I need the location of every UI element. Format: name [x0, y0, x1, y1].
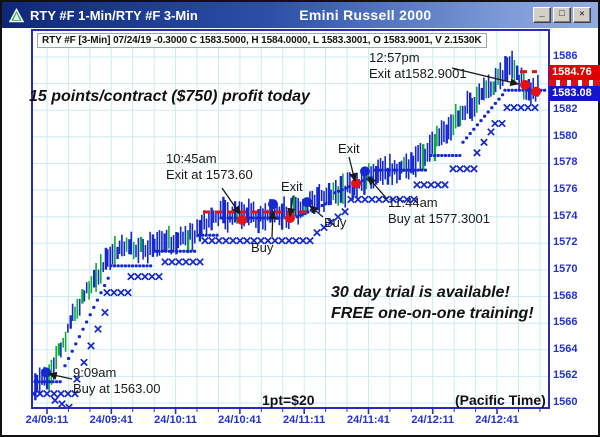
y-axis-label: 1576 — [553, 183, 578, 196]
title-bar[interactable]: RTY #F 1-Min/RTY #F 3-Min Emini Russell … — [2, 2, 598, 28]
sell-signal-dot — [351, 178, 361, 189]
annotation-time-0909: 9:09am Buy at 1563.00 — [73, 365, 161, 396]
y-axis-label: 1580 — [553, 129, 578, 142]
y-axis-label: 1568 — [553, 289, 578, 302]
app-logo-icon — [9, 7, 24, 22]
annotation-timezone: (Pacific Time) — [455, 392, 546, 408]
y-axis-label: 1560 — [553, 396, 578, 408]
x-axis-label: 24/09:11 — [25, 414, 69, 426]
quote-info-line: RTY #F [3-Min] 07/24/19 -0.3000 C 1583.5… — [37, 33, 487, 48]
buy-signal-dot — [268, 199, 278, 210]
annotation-trial-note: 30 day trial is available! FREE one-on-on… — [331, 284, 534, 322]
x-axis-label: 24/12:11 — [411, 414, 455, 426]
buy-signal-dot — [360, 166, 370, 177]
minimize-button[interactable]: _ — [533, 7, 551, 23]
window-subtitle: Emini Russell 2000 — [299, 7, 432, 23]
y-axis-label: 1566 — [553, 316, 578, 329]
annotation-point-value: 1pt=$20 — [262, 392, 315, 408]
last-price-badge: 1583.08 — [549, 86, 600, 101]
plot-frame — [31, 29, 550, 409]
annotation-exit-label-mid: Exit — [281, 179, 303, 194]
x-axis-label: 24/10:41 — [218, 414, 262, 426]
annotation-profit-note: 15 points/contract ($750) profit today — [29, 88, 310, 105]
annotation-time-1045: 10:45am Exit at 1573.60 — [166, 151, 253, 182]
y-axis-label: 1570 — [553, 262, 578, 275]
x-axis-label: 24/11:11 — [283, 414, 326, 426]
y-axis-label: 1578 — [553, 156, 578, 169]
x-axis-label: 24/12:41 — [475, 414, 519, 426]
x-axis-ticks — [46, 409, 541, 414]
annotation-time-1144: 11:44am Buy at 1577.3001 — [388, 195, 490, 226]
x-axis-label: 24/09:41 — [89, 414, 133, 426]
y-axis-label: 1582 — [553, 103, 578, 116]
y-axis-label: 1564 — [553, 342, 578, 355]
x-axis-label: 24/10:11 — [154, 414, 197, 426]
sell-stop-dash-line — [549, 80, 600, 86]
y-axis-label: 1562 — [553, 369, 578, 382]
annotation-exit-label-right: Exit — [338, 141, 360, 156]
price-chart-canvas[interactable] — [33, 31, 548, 407]
last-sell-price-badge: 1584.76 — [549, 65, 600, 80]
maximize-button[interactable]: □ — [553, 7, 571, 23]
x-axis-label: 24/11:41 — [347, 414, 390, 426]
y-axis-label: 1586 — [553, 50, 578, 62]
sell-signal-dot — [520, 79, 530, 90]
annotation-buy-label-left: Buy — [251, 240, 274, 255]
buy-signal-dot — [41, 367, 51, 378]
annotation-time-1257: 12:57pm Exit at1582.9001 — [369, 50, 467, 81]
y-axis-label: 1572 — [553, 236, 578, 249]
sell-signal-dot — [531, 86, 541, 97]
sell-signal-dot — [237, 215, 247, 225]
window-title: RTY #F 1-Min/RTY #F 3-Min — [30, 7, 198, 23]
y-axis-label: 1574 — [553, 209, 578, 222]
annotation-buy-label-mid: Buy — [324, 215, 347, 230]
close-button[interactable]: ✕ — [573, 7, 591, 23]
buy-signal-dot — [302, 197, 312, 208]
